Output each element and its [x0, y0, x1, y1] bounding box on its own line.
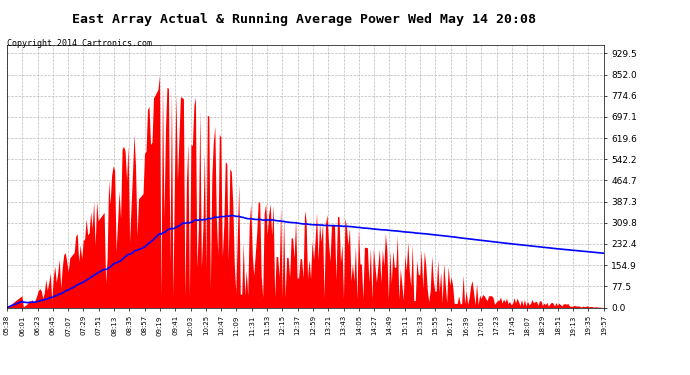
Text: East Array Actual & Running Average Power Wed May 14 20:08: East Array Actual & Running Average Powe… [72, 13, 535, 26]
Text: Copyright 2014 Cartronics.com: Copyright 2014 Cartronics.com [7, 39, 152, 48]
